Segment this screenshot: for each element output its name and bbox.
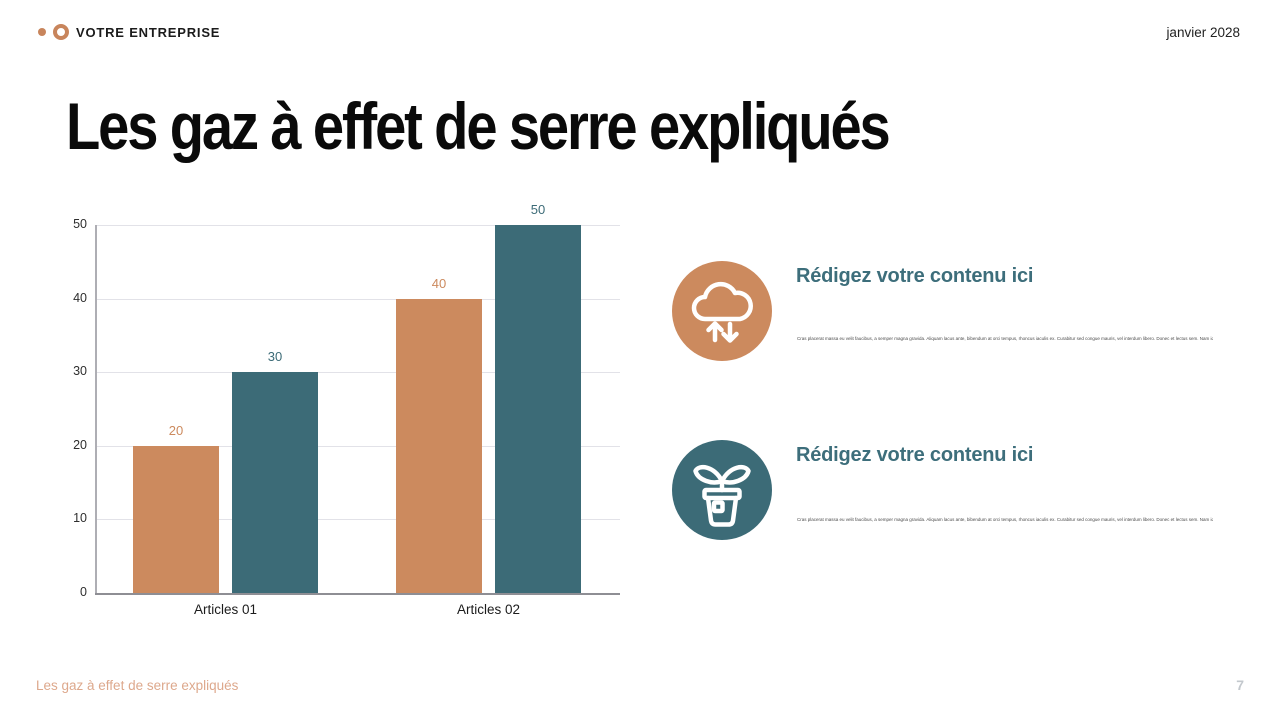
x-axis-baseline [95, 593, 620, 595]
y-axis-tick-label: 10 [73, 511, 87, 526]
y-axis-line [95, 225, 97, 593]
bar-value-label: 20 [168, 422, 184, 438]
content-heading-2: Rédigez votre contenu ici [796, 444, 1034, 466]
potted-plant-icon [672, 440, 772, 540]
bar [232, 372, 318, 593]
content-body-2: Cras placerat massa eu velit faucibus, a… [797, 517, 1213, 522]
brand-logo: VOTRE ENTREPRISE [38, 24, 220, 40]
x-axis-category-label: Articles 01 [193, 602, 258, 617]
gridline [95, 225, 620, 226]
bar [495, 225, 581, 593]
gridline [95, 445, 620, 447]
y-axis-tick-label: 30 [73, 364, 87, 379]
y-axis-tick-label: 0 [80, 585, 87, 599]
brand-name: VOTRE ENTREPRISE [76, 24, 221, 40]
date-label: janvier 2028 [1166, 25, 1240, 40]
gridline [95, 519, 620, 521]
bar [133, 445, 219, 593]
content-body-1: Cras placerat massa eu velit faucibus, a… [797, 336, 1213, 341]
bar-value-label: 40 [431, 275, 447, 291]
footer-slide-title: Les gaz à effet de serre expliqués [36, 678, 239, 693]
bar-value-label: 30 [267, 349, 283, 365]
logo-ring-icon [53, 24, 69, 40]
content-heading-1: Rédigez votre contenu ici [796, 265, 1034, 287]
page-number: 7 [1236, 677, 1244, 693]
bar-value-label: 50 [530, 202, 546, 217]
bar [396, 298, 482, 593]
logo-dot-icon [38, 28, 46, 36]
cloud-transfer-icon [672, 261, 772, 361]
y-axis-tick-label: 20 [73, 437, 87, 452]
y-axis-tick-label: 50 [73, 217, 87, 231]
x-axis-category-label: Articles 02 [456, 602, 521, 617]
gridline [95, 298, 620, 300]
gridline [95, 372, 620, 374]
slide-title: Les gaz à effet de serre expliqués [66, 89, 891, 163]
y-axis-tick-label: 40 [73, 290, 87, 305]
